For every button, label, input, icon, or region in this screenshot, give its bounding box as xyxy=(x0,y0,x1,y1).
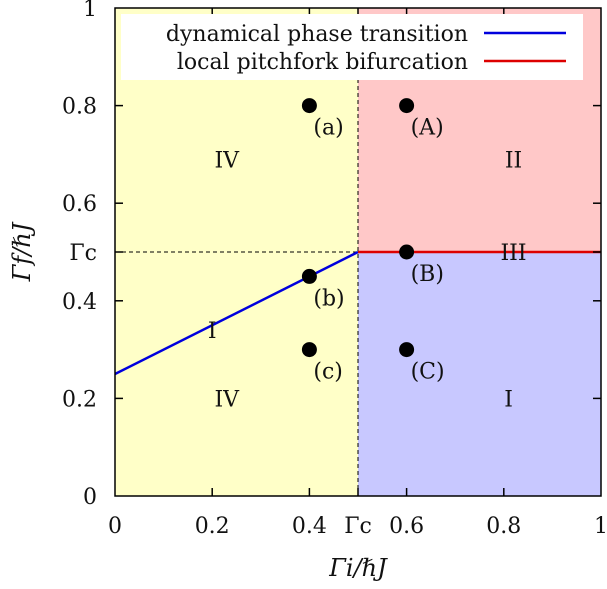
region-label: IV xyxy=(214,387,240,412)
point-label: (B) xyxy=(411,262,444,287)
y-axis-label: Γf/ℏJ xyxy=(8,221,36,282)
data-point xyxy=(301,98,317,114)
x-tick-label: Γc xyxy=(344,514,372,539)
point-label: (b) xyxy=(313,286,344,311)
series-line-0 xyxy=(114,250,359,376)
point-label: (c) xyxy=(313,360,343,385)
legend-label: dynamical phase transition xyxy=(166,22,468,47)
data-points: (a) (b) (c) (A) (B) (C) xyxy=(301,98,445,385)
legend: dynamical phase transition local pitchfor… xyxy=(121,14,583,80)
region-label: I xyxy=(208,319,217,344)
y-tick-label: 0.2 xyxy=(62,387,97,412)
region-label: II xyxy=(505,148,522,173)
legend-label: local pitchfork bifurcation xyxy=(177,50,468,75)
y-tick-label: 0.8 xyxy=(62,95,97,120)
point-label: (C) xyxy=(411,360,445,385)
x-tick-label: 1 xyxy=(594,514,607,539)
region-label: IV xyxy=(214,148,240,173)
axis-ticks: 0 0.2 0.4 Γc 0.6 0.8 1 0 0.2 0.4 Γc 0.6 0.8 1 xyxy=(62,0,607,539)
data-point xyxy=(399,342,415,358)
region-label: I xyxy=(504,387,513,412)
region-label: III xyxy=(500,241,526,266)
y-tick-label: 1 xyxy=(83,0,97,22)
x-tick-label: 0.4 xyxy=(292,514,327,539)
data-point xyxy=(399,244,415,260)
point-label: (A) xyxy=(411,116,444,141)
x-tick-label: 0.8 xyxy=(486,514,521,539)
y-tick-label: 0.6 xyxy=(62,192,97,217)
point-label: (a) xyxy=(313,116,343,141)
data-point xyxy=(399,98,415,114)
region-fill xyxy=(358,252,601,496)
series-lines xyxy=(114,250,601,376)
x-tick-label: 0 xyxy=(108,514,122,539)
x-tick-label: 0.2 xyxy=(195,514,230,539)
data-point xyxy=(301,342,317,358)
gamma-c-guides xyxy=(115,8,359,496)
x-tick-label: 0.6 xyxy=(389,514,424,539)
legend-box xyxy=(121,14,583,80)
data-point xyxy=(301,268,317,284)
y-tick-label: Γc xyxy=(69,241,97,266)
x-axis-label: Γi/ℏJ xyxy=(328,554,388,582)
y-tick-label: 0.4 xyxy=(62,290,97,315)
y-tick-label: 0 xyxy=(83,485,97,510)
